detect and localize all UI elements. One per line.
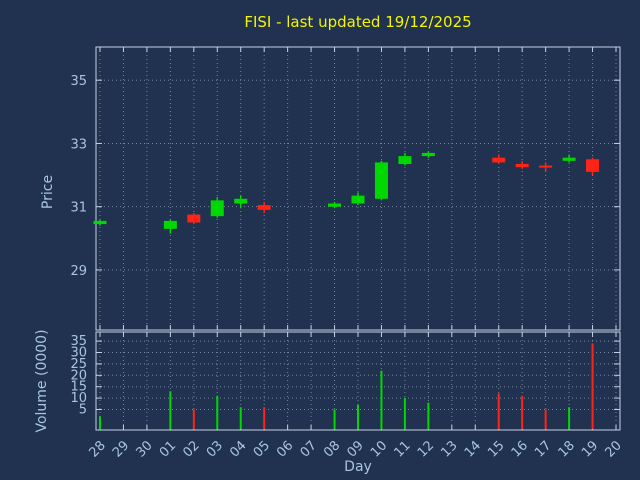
candle-18 [562,157,576,161]
x-tick-label: 28 [87,438,109,460]
x-tick-label: 05 [251,438,273,460]
candle-05 [257,205,271,210]
volume-panel-frame [95,331,621,431]
candle-10 [374,162,388,199]
x-tick-label: 06 [274,438,296,460]
x-tick-label: 11 [391,438,413,460]
x-tick-label: 13 [438,438,460,460]
candle-04 [234,198,248,204]
volume-tick-label: 5 [79,402,87,417]
x-tick-label: 18 [556,438,578,460]
candle-16 [515,163,529,168]
candle-02 [187,214,201,223]
candle-28 [93,220,107,225]
volume-tick-label: 15 [70,380,87,395]
x-tick-label: 17 [532,438,554,460]
x-tick-label: 12 [415,438,437,460]
x-tick-label: 29 [110,438,132,460]
x-tick-label: 16 [509,438,531,460]
volume-tick-label: 30 [70,346,87,361]
price-panel-frame [95,46,621,331]
candle-08 [328,203,342,207]
candle-11 [398,156,412,164]
volume-tick-label: 20 [70,368,87,383]
x-tick-label: 20 [603,438,625,460]
volume-axis-label: Volume (0000) [34,329,50,432]
day-axis-label: Day [344,459,372,475]
x-tick-label: 07 [298,438,320,460]
candle-17 [539,165,553,168]
x-tick-label: 19 [579,438,601,460]
x-tick-label: 02 [180,438,202,460]
x-tick-label: 09 [345,438,367,460]
price-axis-label: Price [40,175,56,209]
price-tick-label: 35 [70,74,87,89]
chart-title: FISI - last updated 19/12/2025 [244,13,471,31]
candle-19 [586,159,600,172]
x-tick-label: 01 [157,438,179,460]
candle-03 [210,200,224,217]
candle-09 [351,195,365,204]
x-tick-label: 03 [204,438,226,460]
x-tick-label: 15 [485,438,507,460]
price-tick-label: 33 [70,137,87,152]
volume-tick-label: 35 [70,334,87,349]
candle-12 [421,152,435,157]
candle-01 [163,220,177,229]
x-tick-label: 04 [227,438,249,460]
price-tick-label: 29 [70,264,87,279]
x-tick-label: 14 [462,438,484,460]
candle-15 [492,157,506,163]
x-tick-label: 30 [133,438,155,460]
volume-tick-label: 10 [70,391,87,406]
x-tick-label: 10 [368,438,390,460]
price-tick-label: 31 [70,201,87,216]
volume-tick-label: 25 [70,357,87,372]
plot-area: 28 29 30 01 02 03 04 05 06 07 08 09 10 11 12 13 14 15 16 17… [70,46,625,461]
x-tick-label: 08 [321,438,343,460]
